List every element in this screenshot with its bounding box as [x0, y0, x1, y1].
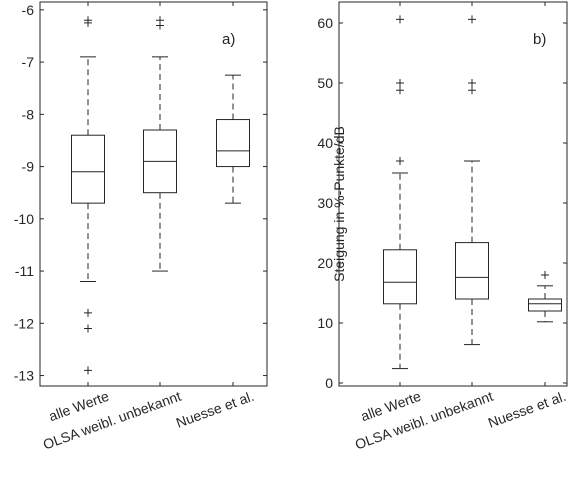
y-tick-label: -7	[22, 54, 35, 70]
outlier-marker	[541, 271, 549, 279]
y-tick-label: -13	[14, 368, 34, 384]
x-category-label: Nuesse et al.	[174, 388, 256, 431]
outlier-marker	[468, 79, 476, 87]
box-iqr	[383, 249, 417, 305]
outlier-marker	[396, 86, 404, 95]
y-axis-label-1: SRT in dB SNR	[0, 156, 2, 253]
outlier-marker	[396, 79, 404, 87]
y-tick-label: 10	[317, 315, 333, 331]
y-tick-label: -9	[22, 159, 35, 175]
y-tick-label: 30	[317, 195, 333, 211]
y-tick-label: 20	[317, 255, 333, 271]
outlier-marker	[156, 21, 164, 30]
y-tick-label: -11	[15, 263, 34, 279]
outlier-marker	[84, 308, 92, 317]
x-category-label: Nuesse et al.	[486, 388, 568, 431]
panel-label-2: b)	[533, 31, 546, 48]
outlier-marker	[468, 86, 476, 95]
y-tick-label: 50	[317, 75, 333, 91]
outlier-marker	[396, 15, 404, 24]
outlier-marker	[84, 18, 92, 27]
y-tick-label: 40	[317, 135, 333, 151]
outlier-marker	[84, 366, 92, 375]
y-axis-label-2: Steigung in %-Punkte/dB	[331, 126, 347, 282]
box-iqr	[455, 242, 489, 300]
y-tick-label: -12	[14, 315, 34, 331]
y-tick-label: 60	[317, 15, 333, 31]
y-tick-label: 0	[325, 375, 333, 391]
box-iqr	[216, 119, 250, 168]
outlier-marker	[396, 157, 404, 165]
axes-frame-1	[39, 1, 268, 387]
outlier-marker	[84, 324, 92, 333]
y-tick-label: -8	[22, 106, 35, 122]
y-tick-label: -10	[14, 211, 34, 227]
box-iqr	[71, 134, 105, 204]
y-tick-label: -6	[22, 2, 35, 18]
outlier-marker	[468, 15, 476, 24]
panel-label-1: a)	[222, 31, 235, 48]
axes-frame-2	[338, 1, 568, 387]
box-iqr	[528, 298, 562, 312]
